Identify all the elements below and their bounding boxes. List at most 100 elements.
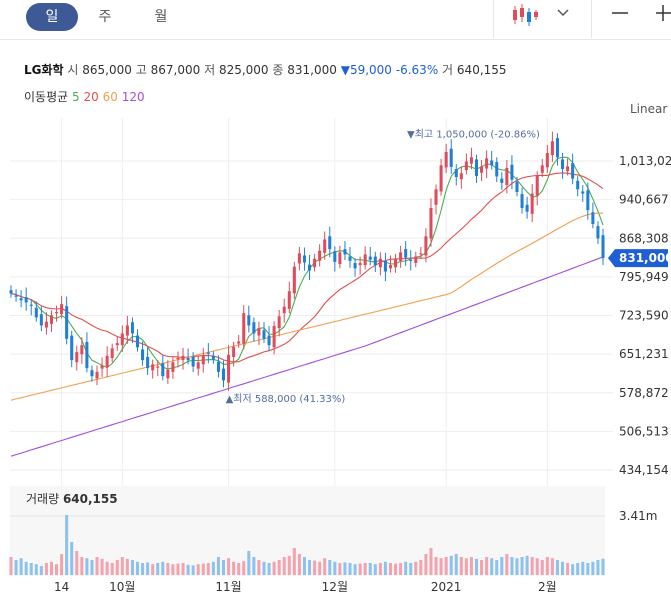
volume-axis-tick: 3.41m [619,509,657,523]
candle-body [318,250,322,261]
candle-body [252,322,256,334]
candle-body [110,348,114,358]
volume-bar [525,555,529,575]
toolbar-divider [591,0,592,38]
candle-body [495,162,499,177]
x-tick-label: 11월 [215,580,241,594]
volume-bar [535,558,539,575]
candle-body [237,341,241,344]
plus-icon[interactable] [655,5,671,21]
volume-bar [545,557,549,575]
candle-body [353,262,357,269]
candle-body [206,352,210,354]
candle-body [530,193,534,214]
volume-bar [500,557,504,575]
candle-body [161,363,165,377]
candle-body [596,226,600,239]
candle-body [434,189,438,205]
volume-bar [555,560,559,575]
volume-bar [495,560,499,575]
candle-body [211,355,215,360]
scale-mode[interactable]: Linear [630,102,668,116]
candle-body [60,304,64,315]
candle-body [216,361,220,372]
candle-body [535,175,539,196]
tab-weekly[interactable]: 주 [98,9,112,25]
volume-bar [454,554,458,575]
volume-bar [444,557,448,575]
volume-bar [378,563,382,575]
candle-body [227,354,231,383]
volume-bar [60,554,64,575]
volume-bar [130,560,134,575]
candle-body [24,297,28,303]
x-tick-label: 2021 [431,580,462,594]
candle-body [267,335,271,346]
current-price-label: 831,000 [619,251,671,265]
candle-body [125,325,129,336]
volume-bar [439,558,443,575]
volume-bar [449,555,453,575]
y-tick-label: 723,590 [619,309,669,323]
candle-body [85,341,89,369]
candle-body [272,325,276,348]
chevron-down-icon[interactable] [557,9,569,17]
volume-bar [313,560,317,575]
y-tick-label: 434,154 [619,463,669,477]
open-label: 시 [67,63,79,77]
candle-body [500,178,504,183]
toolbar-divider [493,0,494,38]
candle-body [601,235,605,259]
high-value: 867,000 [150,63,201,77]
candle-body [9,290,13,294]
volume-bar [100,558,104,575]
tab-monthly[interactable]: 월 [154,9,168,25]
volume-bar [409,563,413,575]
candle-body [135,335,140,348]
volume-bar [166,563,170,575]
volume-bar [181,563,185,575]
candle-body [191,356,195,367]
volume-bar [323,558,327,575]
moving-average-legend[interactable]: 이동평균 5 20 60 120 [24,88,145,105]
tab-daily[interactable]: 일 [26,3,78,31]
volume-bar [550,558,554,575]
volume-bar [75,551,79,575]
volume-bar [490,558,494,575]
stock-summary: LG화학 시 865,000 고 867,000 저 825,000 종 831… [24,61,507,78]
minus-icon[interactable] [611,5,629,21]
volume-bar [201,563,205,575]
volume-bar [469,557,473,575]
candle-body [282,306,286,314]
volume-bar [34,564,38,575]
volume-bar [9,557,13,575]
volume-bar [530,557,534,575]
close-value: 831,000 [287,63,337,77]
volume-bar [596,560,600,575]
candle-body [439,165,443,192]
volume-bar [282,557,286,575]
volume-bar [297,554,301,575]
candle-body [65,306,69,339]
volume-bar [308,560,312,575]
candle-body [338,252,342,265]
volume-bar [196,564,200,575]
candle-body [166,369,170,379]
volume-bar [591,561,595,575]
candle-body [176,357,180,360]
y-tick-label: 651,231 [619,347,669,361]
candle-body [313,258,317,268]
volume-bar [141,563,145,575]
candle-body [545,153,549,168]
volume-bar [510,557,514,575]
candle-body [323,239,327,253]
candle-body [232,346,236,357]
candle-body [424,236,428,256]
candle-body [130,322,134,334]
ma-20: 20 [83,90,99,104]
volume-bar [237,563,241,575]
candlestick-icon[interactable] [510,4,538,26]
candle-body [378,258,382,268]
candle-body [459,173,463,180]
volume-bar [348,563,352,575]
